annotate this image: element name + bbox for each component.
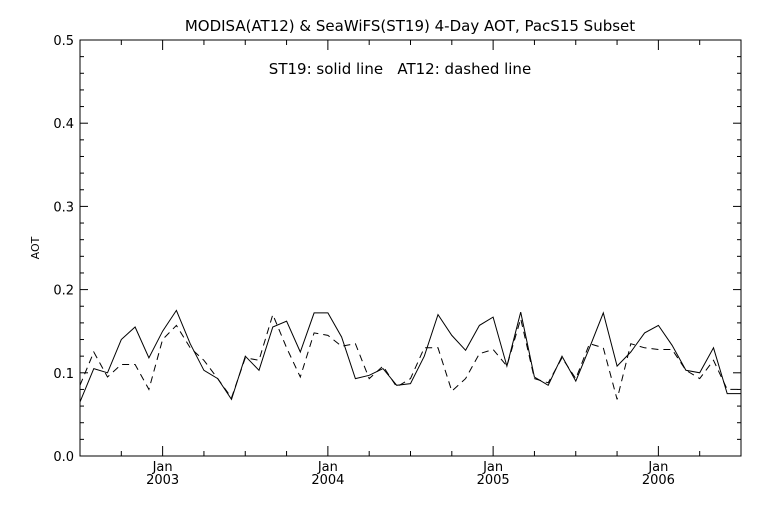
series-layer <box>79 309 741 403</box>
legend-annotation: ST19: solid line AT12: dashed line <box>269 60 531 78</box>
y-tick-label: 0.5 <box>53 34 74 49</box>
x-tick-month-label: Jan <box>647 460 668 475</box>
y-axis-label: AOT <box>29 236 42 259</box>
y-tick-label: 0.1 <box>53 367 74 382</box>
x-tick-month-label: Jan <box>317 460 338 475</box>
y-tick-label: 0.4 <box>53 117 74 132</box>
x-tick-year-label: 2005 <box>477 473 510 488</box>
y-axis-ticks: 0.0 0.1 0.2 0.3 0.4 0.5 <box>53 34 741 465</box>
chart-title: MODISA(AT12) & SeaWiFS(ST19) 4-Day AOT, … <box>185 17 635 35</box>
plot-frame <box>79 39 742 457</box>
y-tick-label: 0.0 <box>53 450 74 465</box>
x-tick-month-label: Jan <box>152 460 173 475</box>
series-line-at12 <box>79 313 741 400</box>
x-tick-year-label: 2003 <box>146 473 179 488</box>
x-tick-month-label: Jan <box>482 460 503 475</box>
x-tick-year-label: 2004 <box>311 473 344 488</box>
y-tick-label: 0.3 <box>53 200 74 215</box>
y-tick-label: 0.2 <box>53 284 74 299</box>
x-tick-year-label: 2006 <box>642 473 675 488</box>
series-line-st19 <box>79 309 741 403</box>
